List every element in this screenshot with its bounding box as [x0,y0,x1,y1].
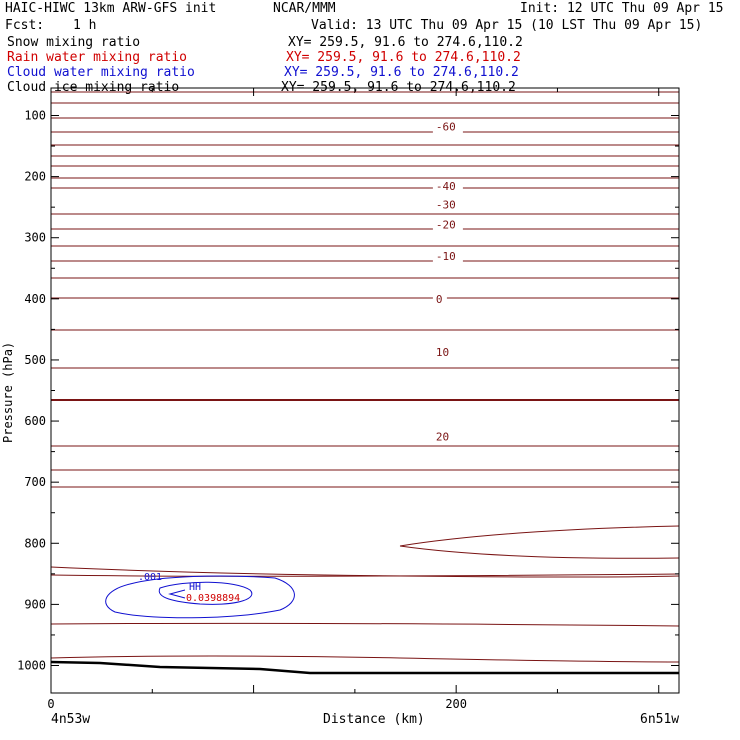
org-label: NCAR/MMM [273,1,336,16]
cloud-water-contour [158,581,253,605]
isotherm-label-bg [432,292,447,305]
cloud-water-contour [105,575,295,619]
surface-line [50,660,679,675]
cloud-water-label: .001 [138,572,162,583]
isotherm-label: -30 [436,199,456,212]
isotherm-label: 20 [436,430,449,443]
y-tick-label: 700 [24,475,46,489]
init-time: Init: 12 UTC Thu 09 Apr 15 [520,1,724,16]
y-tick-label: 300 [24,231,46,245]
isotherm-label-bg [432,250,463,263]
left-endpoint-label: 4n53w [51,712,91,727]
field-xy-cloud-ice: XY= 259.5, 91.6 to 274.6,110.2 [281,80,516,95]
y-tick-label: 900 [24,597,46,611]
isotherm-label: 0 [436,293,443,306]
model-title: HAIC-HIWC 13km ARW-GFS init [5,1,217,16]
isotherm-line [50,573,680,577]
isotherm-label-bg [432,346,455,358]
isotherm-label-bg [432,198,463,211]
plot-border [50,87,680,694]
valid-time: Valid: 13 UTC Thu 09 Apr 15 (10 LST Thu … [311,18,703,33]
cloud-water-contours: .001 HH0.0398894 [105,572,295,619]
isotherm-label: -10 [436,250,456,263]
field-name-cloud-water: Cloud water mixing ratio [7,65,195,80]
temperature-contours: -60 -40 -30 -20 -10 0 10 20 [50,91,680,663]
x-axis-label: Distance (km) [323,712,425,727]
y-axis-label: Pressure (hPa) [1,341,15,443]
y-tick-label: 100 [24,109,46,123]
cloud-water-max-label: HH [189,582,201,593]
isotherm-label-bg [432,218,463,231]
right-endpoint-label: 6n51w [640,712,680,727]
isotherm-line [50,622,680,627]
y-tick-label: 1000 [17,659,46,673]
isotherm-label-bg [432,430,455,443]
rain-water-max-value: 0.0398894 [186,593,240,604]
isotherm-line [399,545,680,559]
y-tick-label: 200 [24,170,46,184]
isotherm-label: 10 [436,346,449,359]
isotherm-label: -40 [436,180,456,193]
field-xy-cloud-water: XY= 259.5, 91.6 to 274.6,110.2 [284,65,519,80]
isotherm-label: -20 [436,218,456,231]
x-tick-label: 0 [47,697,54,711]
isotherm-line [399,525,680,547]
isotherm-line [50,655,680,663]
cloud-water-contour [168,589,186,599]
y-tick-label: 600 [24,414,46,428]
isotherm-label-bg [432,120,463,133]
plot-frame [50,87,680,694]
field-name-snow: Snow mixing ratio [7,35,141,50]
field-name-rain: Rain water mixing ratio [7,50,188,65]
y-tick-label: 400 [24,292,46,306]
isotherm-label-bg [432,179,463,192]
y-tick-label: 500 [24,353,46,367]
field-xy-rain: XY= 259.5, 91.6 to 274.6,110.2 [286,50,521,65]
forecast-label: Fcst: [5,18,45,33]
y-tick-label: 800 [24,536,46,550]
forecast-hour: 1 h [73,18,97,33]
terrain-surface [50,660,679,675]
isotherm-label: -60 [436,121,456,134]
field-xy-snow: XY= 259.5, 91.6 to 274.6,110.2 [288,35,523,50]
x-tick-label: 200 [445,697,467,711]
